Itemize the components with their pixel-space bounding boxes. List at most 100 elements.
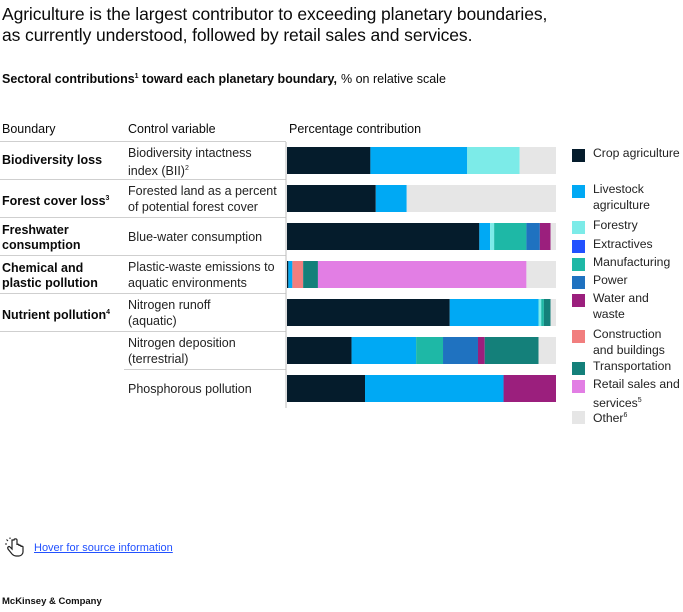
chart-subtitle: Sectoral contributions1 toward each plan…: [2, 72, 446, 86]
column-header-boundary: Boundary: [2, 122, 56, 136]
subtitle-unit: % on relative scale: [341, 72, 446, 86]
bar-segment-5-8: [484, 337, 539, 364]
boundary-label-0: Biodiversity loss: [2, 153, 122, 168]
boundary-label-3: Chemical and plastic pollution: [2, 261, 112, 291]
row-divider: [0, 217, 286, 218]
bar-segment-2-5: [526, 223, 540, 250]
bar-segment-2-1: [479, 223, 491, 250]
legend-swatch: [572, 294, 585, 307]
legend-label-text: Other: [593, 411, 624, 426]
row-divider: [0, 141, 286, 142]
source-hover[interactable]: Hover for source information: [4, 537, 173, 559]
row-divider: [0, 179, 286, 180]
chart-title-line-2: as currently understood, followed by ret…: [2, 25, 473, 45]
legend-label-text: Extractives: [593, 237, 653, 251]
bar-segment-1-0: [287, 185, 376, 212]
bar-segment-5-1: [351, 337, 417, 364]
legend-item: Retail sales and services5: [572, 377, 682, 411]
legend-swatch: [572, 185, 585, 198]
bar-segment-1-10: [406, 185, 556, 212]
legend-item: Transportation: [572, 359, 682, 375]
source-information-link[interactable]: Hover for source information: [34, 542, 173, 554]
legend-swatch: [572, 411, 585, 424]
boundary-label-1-footnote-mark: 3: [105, 195, 110, 202]
legend-label: Other6: [572, 408, 682, 427]
legend-label: Forestry: [572, 218, 682, 234]
bar-segment-0-1: [370, 147, 468, 174]
legend-label-text: Transportation: [593, 359, 672, 373]
legend-item: Other6: [572, 408, 682, 427]
column-header-control-variable: Control variable: [128, 122, 216, 136]
legend-label-text: Power: [593, 273, 628, 287]
legend-item: Water and waste: [572, 291, 682, 322]
bar-segment-5-6: [477, 337, 485, 364]
chart-title-line-1: Agriculture is the largest contributor t…: [2, 4, 548, 24]
control-variable-1: Forested land as a percent of potential …: [128, 183, 280, 215]
boundary-label-4-footnote-mark: 4: [106, 309, 111, 316]
legend-label-text: Retail sales and services: [593, 377, 680, 410]
control-variable-6-text: Phosphorous pollution: [128, 382, 252, 396]
control-variable-6: Phosphorous pollution: [128, 381, 278, 397]
bar-segment-3-0: [287, 261, 289, 288]
bar-segment-4-8: [543, 299, 551, 326]
bar-segment-4-4: [541, 299, 544, 326]
legend-item: Manufacturing: [572, 255, 682, 271]
bar-segment-4-10: [550, 299, 556, 326]
legend-label: Construction and buildings: [572, 327, 682, 358]
bar-segment-2-6: [539, 223, 551, 250]
pointer-hand-icon: [5, 537, 24, 557]
boundary-label-4-text: Nutrient pollution: [2, 308, 107, 323]
bar-segment-0-0: [287, 147, 371, 174]
legend-item: Livestock agriculture: [572, 182, 682, 213]
control-variable-0-text: Biodiversity intactness index (BII): [128, 146, 252, 179]
legend-label: Water and waste: [572, 291, 682, 322]
bar-segment-2-10: [550, 223, 556, 250]
bar-segment-3-8: [303, 261, 318, 288]
legend-swatch: [572, 240, 585, 253]
boundary-label-1-text: Forest cover loss: [2, 194, 106, 209]
legend-label-text: Construction and buildings: [593, 327, 665, 357]
control-variable-2: Blue-water consumption: [128, 229, 278, 245]
chart-title: Agriculture is the largest contributor t…: [2, 4, 672, 46]
bar-segment-3-7: [292, 261, 304, 288]
bar-segment-4-1: [449, 299, 539, 326]
row-divider: [0, 293, 286, 294]
legend-label-text: Livestock agriculture: [593, 182, 650, 212]
legend-item: Forestry: [572, 218, 682, 234]
legend-swatch: [572, 276, 585, 289]
control-variable-4-text: Nitrogen runoff (aquatic): [128, 298, 211, 328]
control-variable-5: Nitrogen deposition (terrestrial): [128, 335, 268, 367]
legend-label: Power: [572, 273, 682, 289]
row-divider: [124, 369, 286, 370]
bar-segment-1-1: [375, 185, 407, 212]
legend-swatch: [572, 258, 585, 271]
legend-item: Power: [572, 273, 682, 289]
subtitle-text: Sectoral contributions: [2, 72, 135, 86]
brand-name: McKinsey & Company: [2, 596, 102, 607]
bar-segment-3-9: [317, 261, 527, 288]
legend-item: Extractives: [572, 237, 682, 253]
legend-label: Extractives: [572, 237, 682, 253]
legend-swatch: [572, 221, 585, 234]
legend-label: Livestock agriculture: [572, 182, 682, 213]
bar-segment-5-10: [538, 337, 556, 364]
legend-label-text: Water and waste: [593, 291, 649, 321]
legend-label: Crop agriculture: [572, 146, 682, 162]
bar-segment-6-0: [287, 375, 366, 402]
legend-swatch: [572, 330, 585, 343]
subtitle-footnote-mark: 1: [134, 72, 139, 80]
bar-segment-6-6: [503, 375, 556, 402]
row-divider: [0, 331, 286, 332]
row-divider: [0, 255, 286, 256]
legend-label: Retail sales and services5: [572, 377, 682, 411]
legend-label-text: Forestry: [593, 218, 638, 232]
control-variable-0-footnote-mark: 2: [184, 165, 189, 172]
control-variable-2-text: Blue-water consumption: [128, 230, 263, 244]
bar-segment-4-2: [538, 299, 542, 326]
boundary-label-0-text: Biodiversity loss: [2, 153, 103, 167]
control-variable-3: Plastic-waste emissions to aquatic envir…: [128, 259, 280, 291]
boundary-label-2: Freshwater consumption: [2, 223, 112, 253]
legend-label: Manufacturing: [572, 255, 682, 271]
control-variable-4: Nitrogen runoff (aquatic): [128, 297, 248, 329]
control-variable-3-text: Plastic-waste emissions to aquatic envir…: [128, 260, 275, 290]
